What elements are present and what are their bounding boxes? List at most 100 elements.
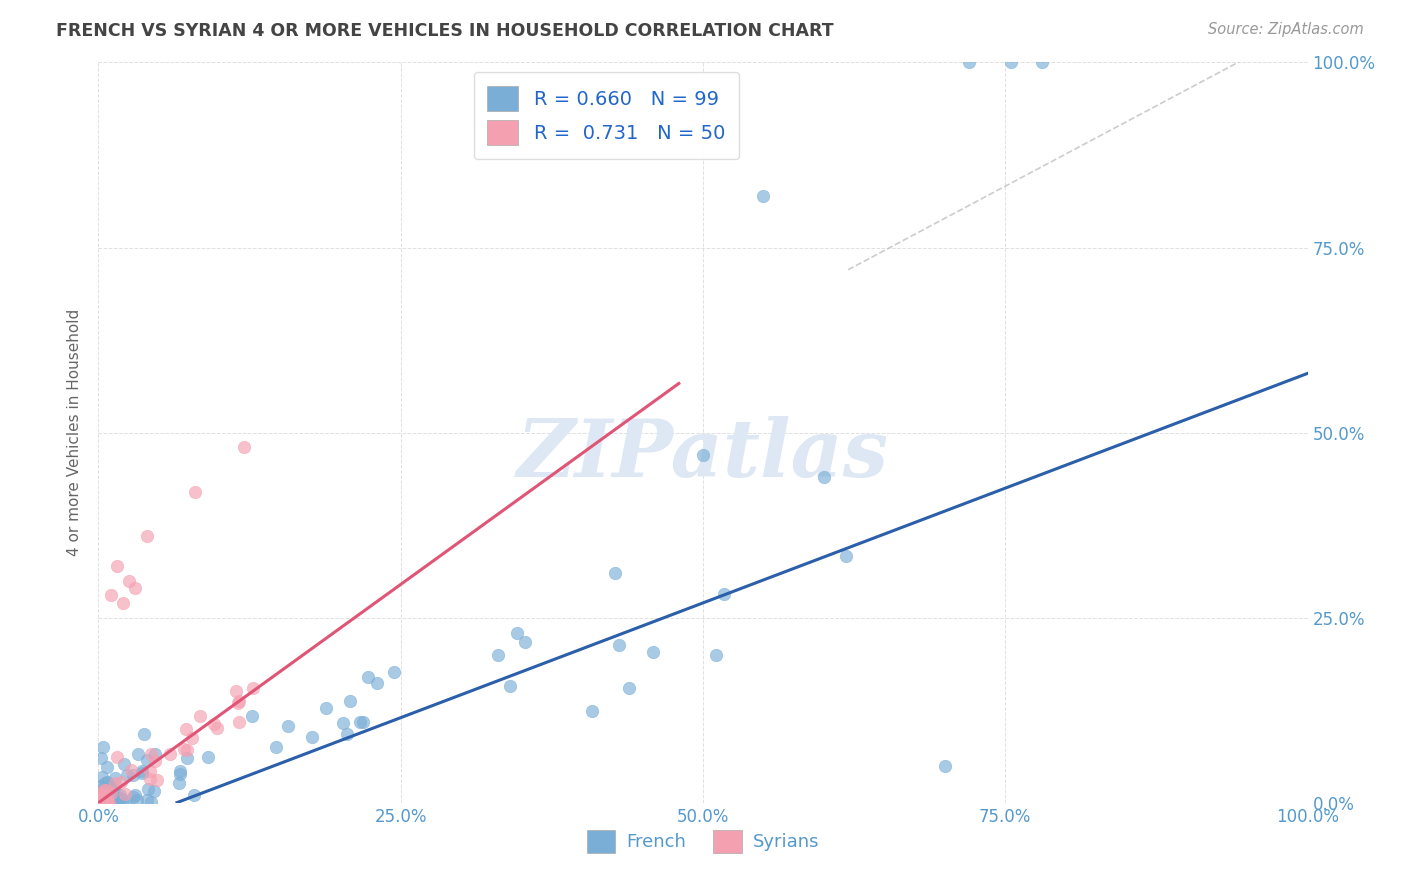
Point xyxy=(499,680,522,694)
Point xyxy=(692,448,714,462)
Point xyxy=(100,782,122,797)
Point xyxy=(89,784,111,798)
Point xyxy=(89,790,111,805)
Point xyxy=(139,764,162,778)
Point xyxy=(957,55,980,70)
Point xyxy=(506,626,529,640)
Point xyxy=(176,743,198,757)
Point xyxy=(515,635,537,649)
Point xyxy=(174,722,197,736)
Point xyxy=(96,760,118,774)
Point xyxy=(93,790,115,805)
Point xyxy=(98,779,121,793)
Point xyxy=(105,750,128,764)
Point xyxy=(94,796,117,810)
Point xyxy=(136,782,159,797)
Point xyxy=(120,764,142,778)
Point xyxy=(103,790,125,805)
Point xyxy=(94,789,117,803)
Point xyxy=(357,670,380,684)
Point xyxy=(336,726,359,740)
Point xyxy=(107,792,129,806)
Point xyxy=(89,789,111,804)
Point xyxy=(173,742,195,756)
Point xyxy=(112,756,135,771)
Point xyxy=(91,770,114,784)
Point xyxy=(382,665,405,679)
Point xyxy=(91,739,114,754)
Point xyxy=(104,796,127,810)
Point xyxy=(94,789,117,803)
Point xyxy=(114,794,136,808)
Point xyxy=(103,782,125,797)
Point xyxy=(228,693,250,707)
Point xyxy=(228,715,250,730)
Point xyxy=(104,776,127,790)
Point xyxy=(96,794,118,808)
Point xyxy=(91,796,114,810)
Point xyxy=(122,790,145,805)
Point xyxy=(197,750,219,764)
Point xyxy=(131,766,153,780)
Point xyxy=(111,596,134,610)
Point xyxy=(242,681,264,695)
Point xyxy=(93,785,115,799)
Point xyxy=(118,574,141,588)
Point xyxy=(104,771,127,785)
Point xyxy=(315,701,337,715)
Point xyxy=(131,764,153,778)
Point xyxy=(713,587,735,601)
Point xyxy=(581,704,603,718)
Point xyxy=(127,747,149,761)
Point xyxy=(110,774,132,789)
Point xyxy=(105,794,128,808)
Point xyxy=(98,791,121,805)
Point xyxy=(89,789,111,804)
Point xyxy=(96,774,118,789)
Point xyxy=(135,529,157,543)
Point xyxy=(96,783,118,797)
Point xyxy=(1031,55,1053,70)
Point xyxy=(141,796,163,810)
Point xyxy=(813,470,835,484)
Point xyxy=(87,793,110,807)
Point xyxy=(94,785,117,799)
Point xyxy=(124,788,146,802)
Point xyxy=(91,781,114,796)
Point xyxy=(90,796,112,810)
Point xyxy=(96,795,118,809)
Point xyxy=(97,784,120,798)
Point xyxy=(96,796,118,810)
Point xyxy=(108,791,131,805)
Point xyxy=(188,709,211,723)
Point xyxy=(934,758,956,772)
Point xyxy=(339,694,361,708)
Point xyxy=(97,792,120,806)
Point xyxy=(169,776,191,790)
Point xyxy=(87,788,110,802)
Point xyxy=(100,589,122,603)
Point xyxy=(240,709,263,723)
Point xyxy=(225,683,247,698)
Point xyxy=(332,715,354,730)
Point xyxy=(100,793,122,807)
Point xyxy=(105,558,128,573)
Point xyxy=(89,787,111,801)
Point xyxy=(114,787,136,801)
Point xyxy=(1000,55,1022,70)
Point xyxy=(607,638,630,652)
Point xyxy=(87,796,110,810)
Point xyxy=(266,739,288,754)
Point xyxy=(110,791,132,805)
Point xyxy=(97,791,120,805)
Point xyxy=(91,789,114,804)
Text: Source: ZipAtlas.com: Source: ZipAtlas.com xyxy=(1208,22,1364,37)
Point xyxy=(226,696,249,710)
Point xyxy=(142,784,165,798)
Point xyxy=(205,721,228,735)
Point xyxy=(176,751,198,765)
Point xyxy=(96,790,118,805)
Point xyxy=(643,645,665,659)
Point xyxy=(97,790,120,805)
Point xyxy=(127,792,149,806)
